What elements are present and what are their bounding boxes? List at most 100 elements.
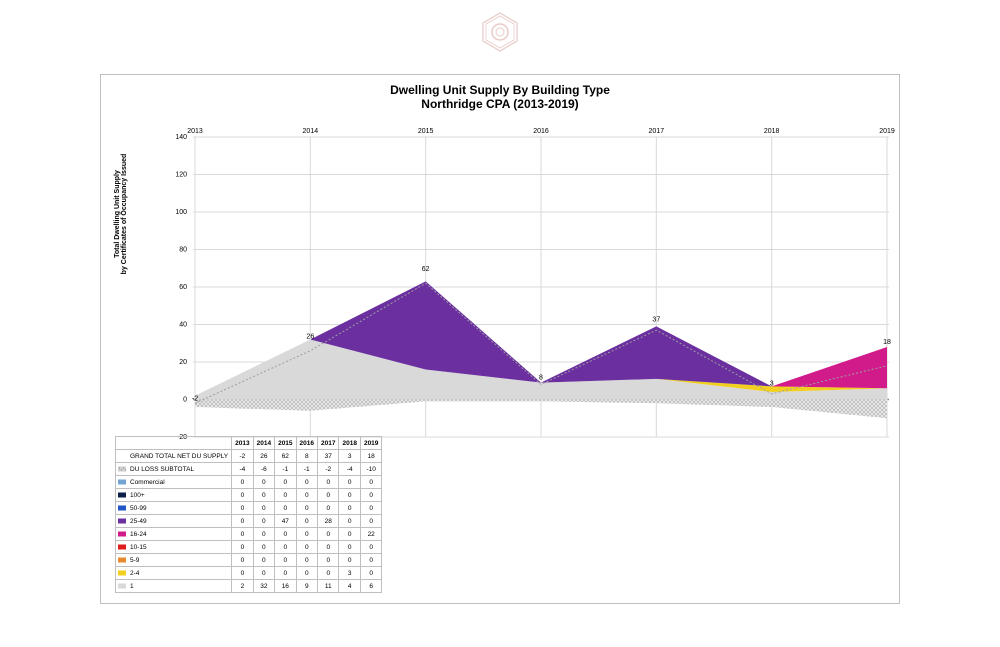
table-cell: 47 — [275, 515, 296, 528]
svg-text:2018: 2018 — [764, 128, 780, 135]
svg-text:2015: 2015 — [418, 128, 434, 135]
table-row-label: GRAND TOTAL NET DU SUPPLY — [116, 450, 232, 463]
table-year-header: 2018 — [339, 437, 360, 450]
table-cell: 0 — [253, 515, 274, 528]
table-cell: 0 — [318, 567, 339, 580]
table-cell: -2 — [232, 450, 253, 463]
svg-text:80: 80 — [179, 247, 187, 254]
table-cell: 0 — [232, 502, 253, 515]
legend-data-table: 2013201420152016201720182019GRAND TOTAL … — [115, 436, 382, 593]
plot-area: -200204060801001201402013201420152016201… — [193, 137, 889, 437]
legend-swatch — [118, 584, 126, 589]
table-year-header: 2015 — [275, 437, 296, 450]
table-cell: 0 — [296, 528, 317, 541]
table-cell: 0 — [339, 541, 360, 554]
table-cell: -1 — [275, 463, 296, 476]
y-axis-label: Total Dwelling Unit Supply by Certificat… — [114, 114, 128, 314]
table-cell: 0 — [275, 476, 296, 489]
svg-text:20: 20 — [179, 359, 187, 366]
svg-text:40: 40 — [179, 322, 187, 329]
table-header-row: 2013201420152016201720182019 — [116, 437, 382, 450]
table-year-header: 2017 — [318, 437, 339, 450]
table-cell: 0 — [318, 554, 339, 567]
table-year-header: 2014 — [253, 437, 274, 450]
table-cell: 62 — [275, 450, 296, 463]
data-label: 62 — [422, 266, 430, 273]
table-cell: 0 — [232, 541, 253, 554]
svg-text:0: 0 — [183, 397, 187, 404]
table-cell: 0 — [296, 502, 317, 515]
table-row-label: 2-4 — [116, 567, 232, 580]
table-cell: 0 — [275, 528, 296, 541]
table-cell: 0 — [360, 476, 381, 489]
svg-text:100: 100 — [175, 209, 187, 216]
svg-text:2013: 2013 — [187, 128, 203, 135]
table-row: 50-990000000 — [116, 502, 382, 515]
table-cell: 0 — [360, 489, 381, 502]
table-cell: 0 — [296, 554, 317, 567]
table-row: 5-90000000 — [116, 554, 382, 567]
table-cell: 18 — [360, 450, 381, 463]
table-cell: 0 — [232, 489, 253, 502]
table-cell: 0 — [232, 567, 253, 580]
legend-swatch — [118, 558, 126, 563]
data-label: 18 — [883, 339, 891, 346]
table-year-header: 2016 — [296, 437, 317, 450]
table-cell: 0 — [253, 476, 274, 489]
table-cell: 0 — [232, 476, 253, 489]
table-cell: 0 — [360, 567, 381, 580]
table-row: 16-2400000022 — [116, 528, 382, 541]
legend-swatch — [118, 493, 126, 498]
table-cell: -4 — [232, 463, 253, 476]
table-cell: 0 — [296, 515, 317, 528]
table-cell: 0 — [318, 476, 339, 489]
table-cell: 0 — [360, 541, 381, 554]
legend-swatch — [118, 519, 126, 524]
table-row: 25-49004702800 — [116, 515, 382, 528]
table-cell: 0 — [318, 528, 339, 541]
table-row: 2-40000030 — [116, 567, 382, 580]
table-cell: 0 — [232, 554, 253, 567]
svg-text:120: 120 — [175, 172, 187, 179]
legend-swatch — [118, 532, 126, 537]
table-cell: 0 — [296, 567, 317, 580]
svg-text:2016: 2016 — [533, 128, 549, 135]
table-cell: 0 — [339, 502, 360, 515]
table-row: Commercial0000000 — [116, 476, 382, 489]
table-row: DU LOSS SUBTOTAL-4-6-1-1-2-4-10 — [116, 463, 382, 476]
svg-text:140: 140 — [175, 134, 187, 141]
table-cell: 0 — [296, 541, 317, 554]
table-year-header: 2019 — [360, 437, 381, 450]
table-row-label: 16-24 — [116, 528, 232, 541]
table-row-label: 25-49 — [116, 515, 232, 528]
table-cell: 0 — [339, 476, 360, 489]
table-row: GRAND TOTAL NET DU SUPPLY-22662837318 — [116, 450, 382, 463]
legend-swatch — [118, 467, 126, 472]
chart-card: Dwelling Unit Supply By Building Type No… — [100, 74, 900, 604]
legend-swatch — [118, 545, 126, 550]
table-row: 10-150000000 — [116, 541, 382, 554]
table-row-label: Commercial — [116, 476, 232, 489]
svg-text:2017: 2017 — [649, 128, 665, 135]
table-cell: 0 — [296, 476, 317, 489]
table-cell: 4 — [339, 580, 360, 593]
table-row-label: DU LOSS SUBTOTAL — [116, 463, 232, 476]
table-cell: 0 — [339, 528, 360, 541]
chart-title: Dwelling Unit Supply By Building Type No… — [101, 83, 899, 111]
table-row: 100+0000000 — [116, 489, 382, 502]
table-cell: 0 — [339, 554, 360, 567]
table-cell: 9 — [296, 580, 317, 593]
logo-badge — [480, 12, 520, 52]
table-cell: 0 — [339, 515, 360, 528]
table-cell: 0 — [253, 567, 274, 580]
table-row-label: 5-9 — [116, 554, 232, 567]
data-label: -2 — [192, 395, 198, 402]
table-cell: -1 — [296, 463, 317, 476]
table-cell: 32 — [253, 580, 274, 593]
data-label: 3 — [770, 380, 774, 387]
table-year-header: 2013 — [232, 437, 253, 450]
table-cell: 3 — [339, 567, 360, 580]
table-cell: 6 — [360, 580, 381, 593]
legend-swatch — [118, 571, 126, 576]
svg-text:60: 60 — [179, 284, 187, 291]
